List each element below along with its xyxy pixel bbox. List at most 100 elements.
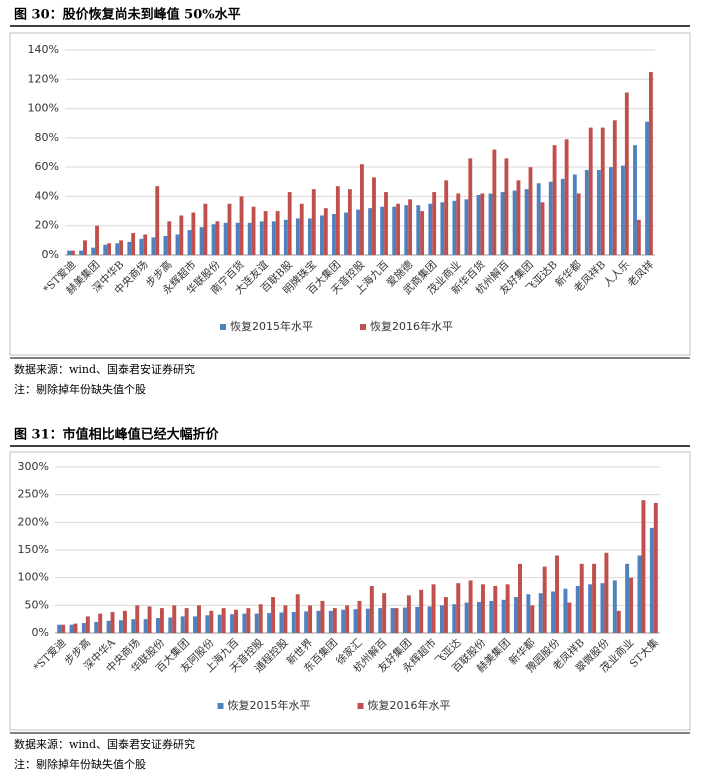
bar [175, 234, 180, 255]
bar [61, 624, 66, 633]
bar [406, 595, 411, 633]
bar [649, 527, 654, 633]
legend-label: 恢复2016年水平 [368, 698, 451, 712]
y-tick-label: 0% [42, 248, 59, 261]
bar [563, 588, 568, 633]
bar [420, 211, 425, 255]
bar [500, 192, 505, 255]
y-tick-label: 50% [25, 598, 49, 611]
bar [316, 610, 321, 633]
bar [439, 605, 444, 633]
x-tick-label: *ST爱迪 [31, 636, 69, 674]
y-tick-label: 250% [18, 488, 49, 501]
bar [579, 563, 584, 633]
bar [155, 186, 160, 255]
bar [641, 500, 646, 633]
bar [552, 145, 557, 255]
bar [464, 199, 469, 255]
bar [427, 606, 432, 633]
bar [67, 250, 72, 255]
bar [205, 615, 210, 633]
bar [131, 233, 136, 255]
bar [360, 164, 364, 255]
bar [159, 608, 164, 633]
bar [335, 186, 340, 255]
bar [567, 602, 572, 633]
bar [600, 583, 605, 633]
bar [304, 611, 309, 633]
bar [530, 605, 535, 633]
bar [155, 618, 160, 633]
bar [258, 604, 263, 633]
bar [415, 606, 420, 633]
chart-title: 图 30：股价恢复尚未到峰值 50%水平 [14, 7, 241, 23]
bar [536, 183, 541, 255]
bar [85, 616, 90, 633]
legend-label: 恢复2015年水平 [230, 319, 313, 333]
bar [131, 619, 136, 633]
bar [464, 602, 469, 633]
bar [648, 71, 653, 255]
bar [71, 250, 75, 255]
bar [588, 584, 593, 633]
bar [428, 203, 433, 255]
y-tick-label: 120% [28, 72, 59, 85]
legend-swatch [217, 703, 224, 709]
y-tick-label: 40% [35, 189, 59, 202]
bar [69, 624, 74, 633]
bar [621, 165, 625, 255]
bar [143, 619, 148, 633]
bar [196, 605, 201, 633]
bar [275, 211, 280, 255]
bar [271, 221, 276, 255]
bar [246, 608, 251, 633]
legend-swatch [360, 324, 366, 330]
bar [122, 610, 127, 633]
bar [283, 605, 288, 633]
bar [235, 222, 240, 255]
bar [247, 222, 252, 255]
footnote: 注：剔除掉年份缺失值个股 [14, 382, 146, 396]
bar [283, 219, 288, 255]
bar [193, 616, 197, 633]
bar [127, 241, 132, 255]
bar [311, 189, 316, 255]
bar [163, 235, 168, 255]
source-note: 数据来源：wind、国泰君安证券研究 [14, 737, 195, 751]
bar [180, 616, 185, 633]
bar [299, 203, 304, 255]
bar [320, 215, 324, 255]
bar [106, 620, 111, 633]
bar [378, 608, 383, 633]
bar [81, 623, 86, 633]
bar [221, 608, 226, 633]
bar [347, 189, 352, 255]
bar [501, 599, 506, 633]
bar [168, 617, 173, 633]
bar [267, 613, 272, 633]
bar [624, 92, 629, 255]
bar [584, 170, 589, 255]
y-tick-label: 100% [28, 102, 59, 115]
bar [107, 243, 111, 255]
bar [211, 224, 216, 255]
bar [323, 208, 328, 255]
legend-label: 恢复2015年水平 [228, 698, 311, 712]
bar [103, 244, 108, 255]
bar [514, 597, 519, 633]
bar [239, 196, 244, 255]
bar [526, 594, 531, 633]
bar [477, 602, 481, 633]
bar [480, 193, 485, 255]
bar [637, 555, 642, 633]
bar [251, 206, 256, 255]
bar [215, 221, 220, 255]
bar [73, 623, 78, 633]
bar [110, 611, 115, 633]
y-tick-label: 0% [32, 626, 49, 639]
bar [57, 624, 62, 633]
bar [353, 609, 358, 633]
bar [551, 591, 556, 633]
bar [633, 145, 637, 255]
bar [167, 221, 172, 255]
